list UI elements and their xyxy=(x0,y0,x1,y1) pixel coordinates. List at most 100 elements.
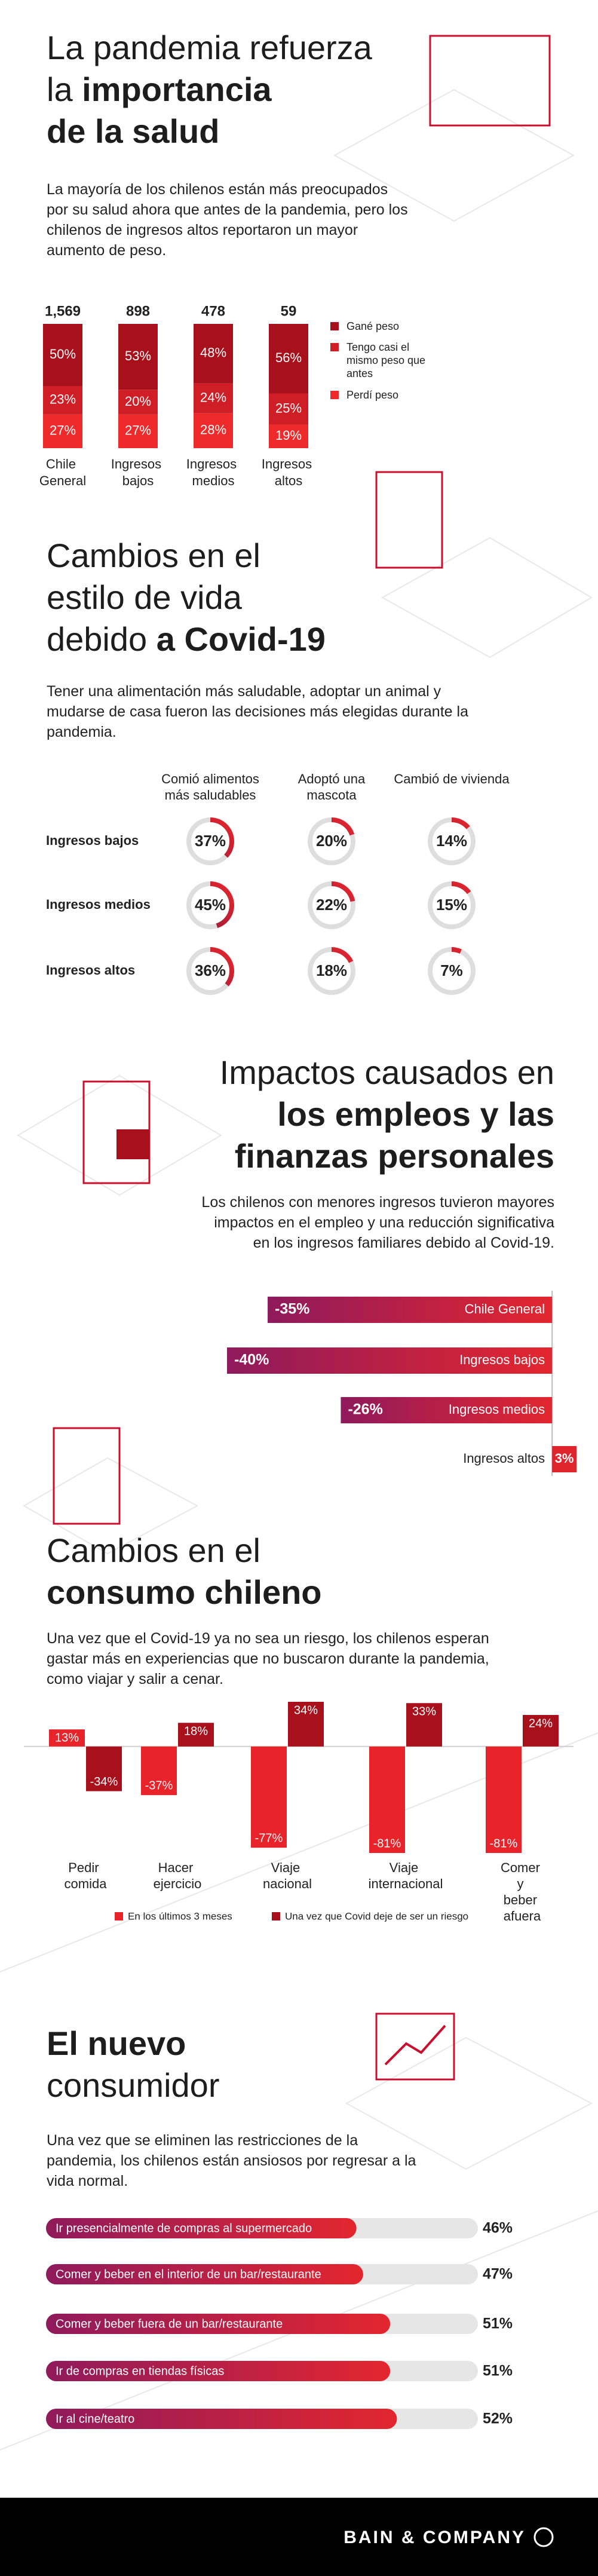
data-label: 27% xyxy=(125,423,151,438)
data-label: 36% xyxy=(195,961,226,979)
data-label: 7% xyxy=(440,961,463,979)
data-label: 14% xyxy=(436,832,467,850)
data-label: 23% xyxy=(50,392,76,407)
data-label: -37% xyxy=(145,1779,173,1792)
bar-segment xyxy=(43,414,82,448)
bar-total-label: 1,569 xyxy=(45,303,81,319)
bar xyxy=(486,1746,522,1853)
data-label: 3% xyxy=(555,1451,574,1466)
bar-total-label: 478 xyxy=(201,303,225,319)
donut-arc xyxy=(308,947,355,995)
data-label: 52% xyxy=(483,2410,513,2427)
data-label: 19% xyxy=(275,428,302,443)
title-text: finanzas personales xyxy=(234,1137,554,1175)
data-label: 47% xyxy=(483,2266,513,2283)
bar xyxy=(341,1397,553,1423)
bar xyxy=(46,2314,391,2334)
x-tick-label: Comer y beber afuera xyxy=(501,1860,544,1923)
data-label: 53% xyxy=(125,348,151,363)
legend-label: Perdí peso xyxy=(346,389,399,401)
y-tick-label: Ingresos bajos xyxy=(459,1352,545,1367)
title-text: consumidor xyxy=(47,2066,220,2104)
title-text: importancia xyxy=(82,71,272,108)
title-text: estilo de vida xyxy=(47,578,242,616)
x-tick-label: Ingresos medios xyxy=(186,457,241,488)
legend-swatch xyxy=(115,1912,123,1920)
y-tick-label: Chile General xyxy=(465,1301,545,1316)
title-line: consumo chileno xyxy=(47,1572,322,1613)
bar xyxy=(288,1702,324,1747)
x-tick-label: Ingresos bajos xyxy=(111,457,165,488)
data-label: 28% xyxy=(200,422,226,437)
donut-arc xyxy=(186,881,234,929)
data-label: 18% xyxy=(316,961,347,979)
bar xyxy=(406,1703,442,1747)
data-label: 51% xyxy=(483,2315,513,2332)
paragraph: Una vez que el Covid-19 ya no sea un rie… xyxy=(47,1630,489,1687)
title-line: debido a Covid-19 xyxy=(47,618,326,660)
bar-segment xyxy=(194,324,233,384)
data-label: 27% xyxy=(50,423,76,438)
title-line: El nuevo xyxy=(47,2023,186,2065)
data-label: 46% xyxy=(483,2220,513,2237)
bar-segment xyxy=(118,324,158,390)
donut-arc xyxy=(428,817,476,865)
illustration xyxy=(53,35,551,2081)
data-label: 33% xyxy=(412,1705,436,1718)
bar-segment xyxy=(43,386,82,415)
title-text: la xyxy=(47,71,73,108)
donut-arc xyxy=(186,947,234,995)
title-text: Cambios en el xyxy=(47,537,260,574)
bar-segment xyxy=(43,324,82,386)
title-line: Cambios en el xyxy=(47,1530,260,1572)
data-label: -26% xyxy=(348,1401,382,1418)
x-tick-label: Viaje nacional xyxy=(263,1860,312,1891)
data-label: -34% xyxy=(90,1775,118,1788)
bar-label: Comer y beber fuera de un bar/restaurant… xyxy=(56,2317,283,2330)
bar xyxy=(552,1446,576,1472)
data-label: -81% xyxy=(373,1837,401,1850)
title-text: a Covid-19 xyxy=(156,620,326,658)
donut-arc xyxy=(428,947,476,995)
bar-segment xyxy=(194,383,233,413)
data-label: 22% xyxy=(316,896,347,914)
donut-arc xyxy=(428,881,476,929)
data-label: 45% xyxy=(195,896,226,914)
legend-label: Tengo casi el mismo peso que antes xyxy=(346,341,426,379)
data-label: 24% xyxy=(200,390,226,405)
y-tick-label: Ingresos medios xyxy=(449,1402,545,1417)
x-tick-label: Hacer ejercicio xyxy=(154,1860,202,1891)
bar-total-label: 59 xyxy=(281,303,297,319)
title-text: consumo chileno xyxy=(47,1573,322,1611)
bar-segment xyxy=(194,413,233,448)
title-line: La pandemia refuerza xyxy=(47,27,372,69)
bar xyxy=(523,1715,559,1747)
row-label: Ingresos altos xyxy=(46,963,135,978)
bar-label: Ir de compras en tiendas físicas xyxy=(56,2364,224,2378)
footer-brand: BAIN & COMPANY xyxy=(344,2528,526,2547)
bar-segment xyxy=(118,414,158,448)
bar xyxy=(46,2264,363,2284)
bar xyxy=(178,1723,214,1747)
bar-segment xyxy=(269,393,308,425)
data-label: 20% xyxy=(125,394,151,409)
column-header: Cambió de vivienda xyxy=(394,771,510,786)
data-label: 25% xyxy=(275,400,302,415)
legend-label: Gané peso xyxy=(346,320,400,332)
footer-band xyxy=(0,2498,598,2576)
legend-swatch xyxy=(330,322,339,330)
bar xyxy=(268,1297,553,1323)
bar-label: Comer y beber en el interior de un bar/r… xyxy=(56,2268,321,2281)
x-tick-label: Chile General xyxy=(39,457,86,488)
bar xyxy=(46,2218,357,2238)
footer-logo xyxy=(533,2527,554,2547)
data-label: 15% xyxy=(436,896,467,914)
data-label: 51% xyxy=(483,2363,513,2379)
legend-swatch xyxy=(330,343,339,351)
paragraph: Los chilenos con menores ingresos tuvier… xyxy=(201,1194,554,1251)
data-label: 20% xyxy=(316,832,347,850)
bar xyxy=(369,1746,405,1853)
legend-swatch xyxy=(272,1912,280,1920)
